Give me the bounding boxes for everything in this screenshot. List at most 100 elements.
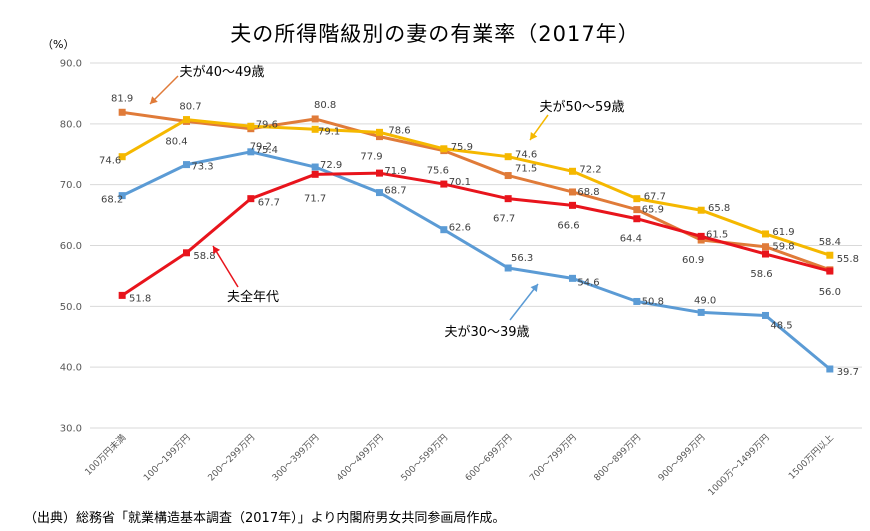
x-tick-label: 1000万～1499万円 [706, 432, 772, 498]
data-point [504, 264, 512, 272]
data-point [826, 251, 834, 259]
x-tick-label: 100万円未満 [82, 432, 128, 478]
data-point [118, 153, 126, 161]
data-point [118, 192, 126, 200]
data-point [183, 161, 190, 169]
x-tick-label: 800～899万円 [592, 432, 643, 483]
data-point [440, 226, 448, 234]
data-point [183, 116, 190, 124]
x-tick-label: 400～499万円 [334, 432, 385, 483]
annotation-arrow-head [213, 246, 221, 255]
series-line [121, 110, 831, 272]
data-point [183, 249, 190, 257]
y-tick-label: 40.0 [60, 363, 82, 374]
data-label: 71.5 [515, 164, 537, 175]
data-label: 67.7 [644, 192, 666, 203]
data-label: 71.7 [304, 193, 326, 204]
annotation-arrow-head [150, 96, 158, 104]
data-point [569, 188, 576, 196]
data-label: 74.6 [515, 150, 537, 161]
data-label: 50.8 [642, 296, 664, 307]
data-point [376, 133, 383, 141]
y-tick-label: 70.0 [60, 180, 82, 191]
data-point [569, 201, 576, 209]
data-label: 65.8 [708, 203, 730, 214]
series-annotation-label: 夫が50～59歳 [539, 100, 624, 115]
data-label: 81.9 [111, 93, 133, 104]
source-note: （出典）総務省「就業構造基本調査（2017年）」より内閣府男女共同参画局作成。 [24, 511, 506, 526]
data-point [697, 232, 705, 240]
data-label: 75.4 [256, 145, 278, 156]
y-tick-label: 60.0 [60, 241, 82, 252]
data-label: 65.9 [642, 205, 664, 216]
data-point [762, 230, 769, 238]
data-label: 68.2 [101, 195, 123, 206]
series-line [121, 118, 831, 257]
data-point [569, 274, 576, 282]
data-label: 79.6 [256, 119, 278, 130]
data-label: 48.5 [770, 320, 792, 331]
data-label: 75.6 [427, 166, 449, 177]
chart-title: 夫の所得階級別の妻の有業率（2017年） [230, 22, 640, 46]
x-tick-label: 100～199万円 [141, 432, 192, 483]
data-label: 61.5 [706, 229, 728, 240]
data-point [633, 195, 641, 203]
data-point [504, 172, 512, 180]
y-tick-label: 50.0 [60, 302, 82, 313]
data-point [118, 108, 126, 116]
data-point [633, 297, 641, 305]
x-tick-label: 1500万円以上 [787, 432, 836, 481]
data-point [633, 206, 641, 214]
data-label: 68.8 [577, 187, 599, 198]
data-label: 51.8 [129, 293, 151, 304]
series-annotation-label: 夫が40～49歳 [179, 65, 264, 80]
data-label: 74.6 [99, 156, 121, 167]
data-label: 67.7 [258, 198, 280, 209]
y-axis-unit: （%） [42, 38, 75, 51]
series-line [121, 171, 831, 297]
data-label: 80.4 [165, 136, 187, 147]
x-tick-label: 300～399万円 [270, 432, 321, 483]
data-point [247, 122, 255, 130]
data-label: 55.8 [837, 254, 859, 265]
y-tick-label: 80.0 [60, 119, 82, 130]
annotation-arrow-line [509, 283, 539, 321]
data-label: 72.9 [320, 160, 342, 171]
y-tick-labels: 30.0 40.0 50.0 60.0 70.0 80.0 90.0 [60, 59, 82, 435]
y-tick-label: 90.0 [60, 59, 82, 70]
annotation-arrow-head [530, 131, 538, 140]
data-point [247, 195, 255, 203]
data-point [762, 311, 769, 319]
data-label: 79.1 [318, 126, 340, 137]
data-label: 68.7 [384, 186, 406, 197]
data-label: 58.4 [819, 237, 841, 248]
data-point [762, 250, 769, 258]
data-point [440, 145, 448, 153]
series-layer [118, 108, 834, 373]
annotation-arrow-head [530, 284, 538, 292]
data-label: 39.7 [837, 367, 859, 378]
data-label: 77.9 [360, 152, 382, 163]
data-label: 72.2 [579, 164, 601, 175]
data-label: 58.6 [750, 269, 772, 280]
data-label: 80.7 [179, 102, 201, 113]
x-tick-labels: 100万円未満 100～199万円 200～299万円 300～399万円 400～49… [82, 432, 836, 498]
data-point [569, 167, 576, 175]
data-point [311, 125, 319, 133]
data-label: 78.6 [388, 125, 410, 136]
data-label: 64.4 [620, 234, 642, 245]
data-label: 71.9 [384, 166, 406, 177]
data-point [697, 308, 705, 316]
data-label: 70.1 [449, 177, 471, 188]
data-label: 79.2 [250, 142, 272, 153]
series-annotation-label: 夫全年代 [227, 289, 279, 305]
data-point [311, 163, 319, 171]
data-point [376, 169, 383, 177]
data-label: 49.0 [694, 295, 716, 306]
x-tick-label: 700～799万円 [527, 432, 578, 483]
data-label: 67.7 [493, 214, 515, 225]
data-point [118, 291, 126, 299]
data-label: 54.6 [577, 277, 599, 288]
